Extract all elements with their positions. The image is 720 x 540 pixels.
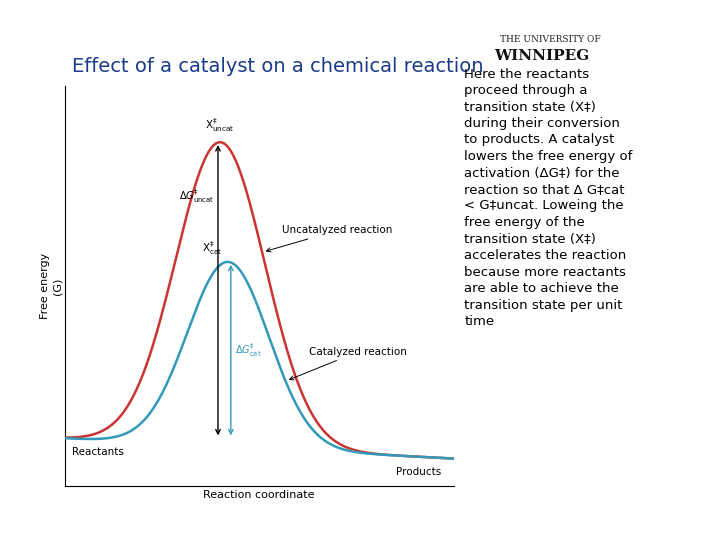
Text: X$^‡_{\rm uncat}$: X$^‡_{\rm uncat}$ bbox=[205, 117, 235, 134]
Text: Here the reactants
proceed through a
transition state (X‡)
during their conversi: Here the reactants proceed through a tra… bbox=[464, 68, 633, 328]
Text: WINNIPEG: WINNIPEG bbox=[494, 49, 589, 63]
Y-axis label: Free energy
(G): Free energy (G) bbox=[40, 253, 62, 319]
Text: Reactants: Reactants bbox=[72, 447, 124, 457]
Text: Products: Products bbox=[396, 467, 441, 477]
X-axis label: Reaction coordinate: Reaction coordinate bbox=[204, 490, 315, 500]
Text: $\Delta G^‡_{\rm uncat}$: $\Delta G^‡_{\rm uncat}$ bbox=[179, 187, 214, 205]
Text: Catalyzed reaction: Catalyzed reaction bbox=[289, 347, 408, 380]
Text: THE UNIVERSITY OF: THE UNIVERSITY OF bbox=[500, 35, 601, 44]
Text: Effect of a catalyst on a chemical reaction: Effect of a catalyst on a chemical react… bbox=[72, 57, 484, 76]
Text: Uncatalyzed reaction: Uncatalyzed reaction bbox=[266, 226, 392, 252]
Text: $\Delta G^‡_{\rm cat}$: $\Delta G^‡_{\rm cat}$ bbox=[235, 341, 261, 359]
Text: X$^‡_{\rm cat}$: X$^‡_{\rm cat}$ bbox=[202, 240, 222, 257]
